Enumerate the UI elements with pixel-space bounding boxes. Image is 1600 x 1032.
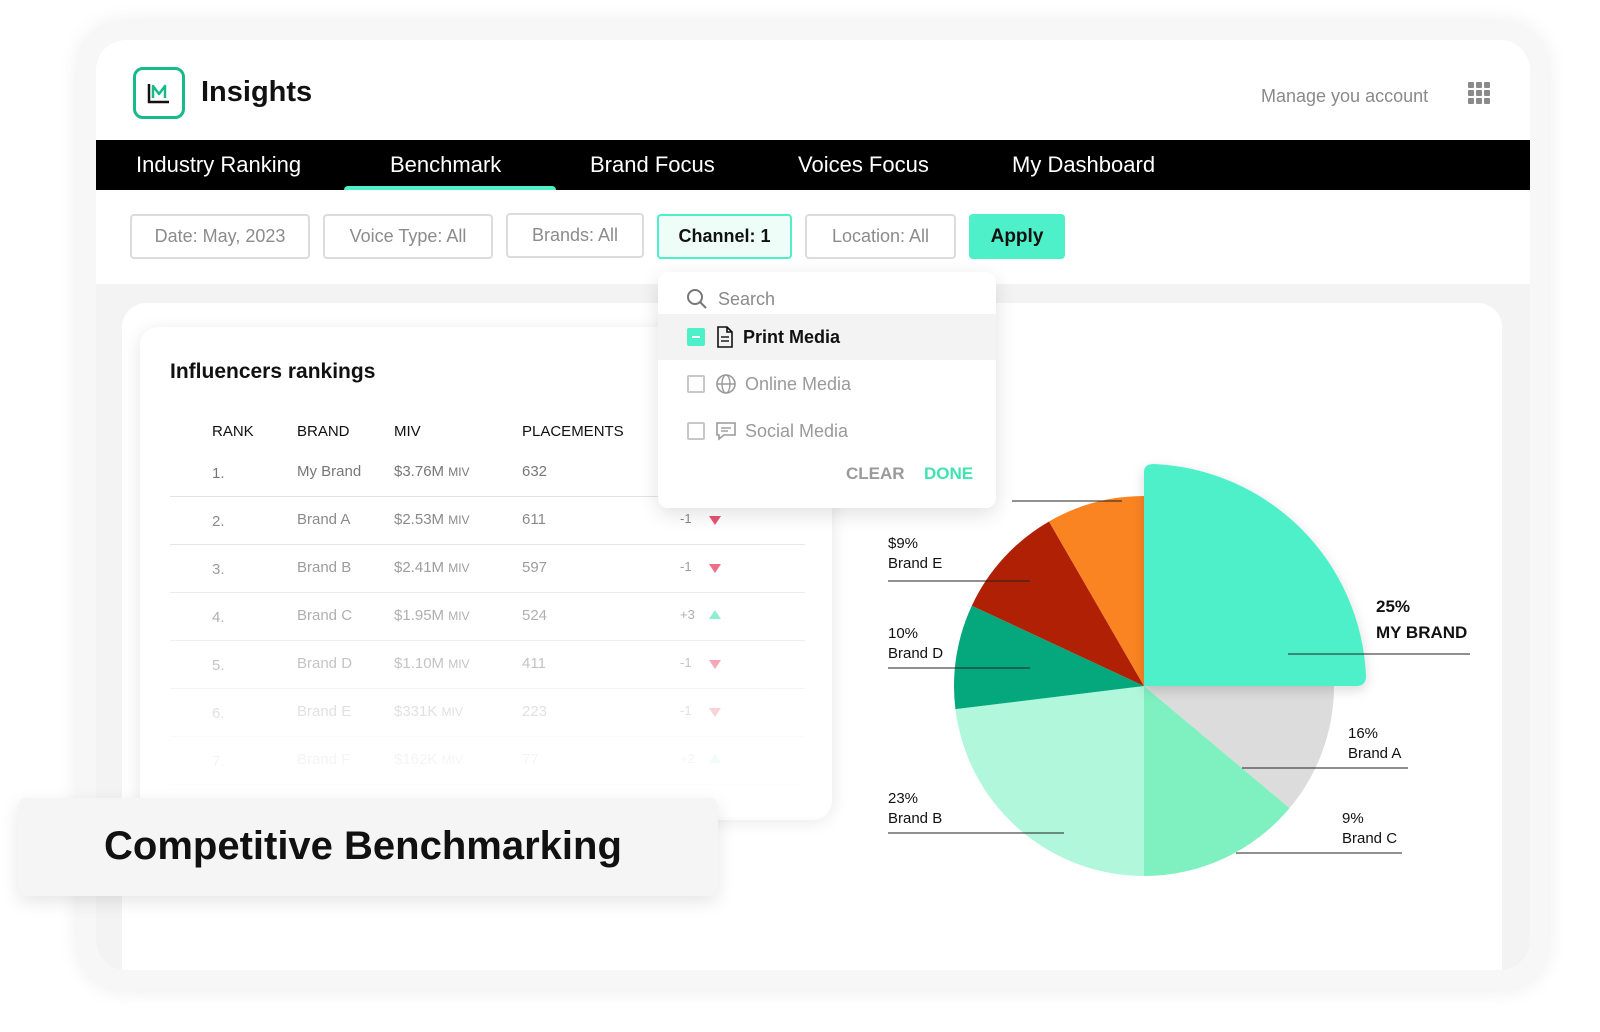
brand-c-name-label: Brand C xyxy=(1342,830,1398,847)
trend-down-icon xyxy=(709,516,721,525)
channel-dropdown: Search Print Media Online Media Social M… xyxy=(658,272,996,508)
logo-icon xyxy=(133,67,185,119)
miv-unit: MIV xyxy=(448,561,470,575)
my-brand-name-label: MY BRAND xyxy=(1376,623,1468,642)
tab-industry-ranking[interactable]: Industry Ranking xyxy=(136,152,302,177)
rankings-title: Influencers rankings xyxy=(170,360,376,383)
cell-brand: Brand A xyxy=(297,511,351,528)
location-filter[interactable]: Location: All xyxy=(805,214,956,259)
cell-miv: $1.95M MIV xyxy=(394,607,470,624)
brand-b-pct-label: 23% xyxy=(888,790,919,807)
main-nav: Industry Ranking Benchmark Brand Focus V… xyxy=(96,140,1530,190)
date-filter[interactable]: Date: May, 2023 xyxy=(130,214,310,259)
cell-miv: $3.76M MIV xyxy=(394,463,470,480)
cell-placements: 597 xyxy=(522,559,548,576)
brand-c-pct-label: 9% xyxy=(1342,810,1364,827)
tab-my-dashboard[interactable]: My Dashboard xyxy=(1012,152,1156,177)
my-brand-pct-label: 25% xyxy=(1376,597,1411,616)
brands-filter[interactable]: Brands: All xyxy=(506,213,644,258)
brand-d-pct-label: 10% xyxy=(888,625,919,642)
col-placements: PLACEMENTS xyxy=(522,423,624,440)
cell-rank: 1. xyxy=(212,465,225,482)
globe-icon xyxy=(715,373,737,395)
slice-brand-e[interactable] xyxy=(971,521,1144,686)
apply-button[interactable]: Apply xyxy=(969,214,1065,259)
social-media-checkbox[interactable] xyxy=(687,422,705,440)
table-row[interactable]: 3. Brand B $2.41M MIV 597 -1 xyxy=(170,545,805,593)
voice-type-filter[interactable]: Voice Type: All xyxy=(323,214,493,259)
table-row[interactable]: 2. Brand A $2.53M MIV 611 -1 xyxy=(170,497,805,545)
option-print-media[interactable]: Print Media xyxy=(658,314,996,360)
top-bar: Insights Manage you account xyxy=(96,40,1530,140)
apps-grid-icon[interactable] xyxy=(1468,82,1490,104)
online-media-label: Online Media xyxy=(745,373,852,394)
cell-change: +3 xyxy=(680,607,695,622)
cell-placements: 524 xyxy=(522,607,548,624)
search-icon xyxy=(687,289,707,309)
brand-b-name-label: Brand B xyxy=(888,810,943,827)
caption-text: Competitive Benchmarking xyxy=(104,824,622,868)
document-icon xyxy=(715,326,735,348)
app-title: Insights xyxy=(201,76,313,108)
trend-up-icon xyxy=(709,610,721,619)
option-online-media[interactable]: Online Media xyxy=(658,361,996,407)
option-social-media[interactable]: Social Media xyxy=(658,408,996,454)
filter-bar: Date: May, 2023 Voice Type: All Brands: … xyxy=(96,190,1530,284)
table-row[interactable]: 1. My Brand $3.76M MIV 632 xyxy=(170,449,805,497)
cell-rank: 2. xyxy=(212,513,225,530)
tab-brand-focus[interactable]: Brand Focus xyxy=(590,152,715,177)
cell-change: -1 xyxy=(680,511,692,526)
search-placeholder: Search xyxy=(718,288,776,309)
cell-change: -1 xyxy=(680,559,692,574)
cell-rank: 3. xyxy=(212,561,225,578)
miv-unit: MIV xyxy=(448,513,470,527)
cell-miv: $2.53M MIV xyxy=(394,511,470,528)
brand-a-name-label: Brand A xyxy=(1348,745,1402,762)
cell-placements: 632 xyxy=(522,463,548,480)
trend-down-icon xyxy=(709,564,721,573)
cell-brand: My Brand xyxy=(297,463,362,480)
slice-brand-d[interactable] xyxy=(954,605,1144,710)
slice-my-brand[interactable] xyxy=(1144,464,1366,686)
tab-benchmark[interactable]: Benchmark xyxy=(390,152,502,177)
cell-miv: $2.41M MIV xyxy=(394,559,470,576)
brand-e-name-label: Brand E xyxy=(888,555,943,572)
col-miv: MIV xyxy=(394,423,421,440)
chat-icon xyxy=(715,420,737,442)
print-media-checkbox[interactable] xyxy=(687,328,705,346)
brand-a-pct-label: 16% xyxy=(1348,725,1379,742)
col-brand: BRAND xyxy=(297,423,350,440)
manage-account-link[interactable]: Manage you account xyxy=(1261,86,1429,106)
channel-filter[interactable]: Channel: 1 xyxy=(657,214,792,259)
slice-brand-c[interactable] xyxy=(1144,686,1290,876)
online-media-checkbox[interactable] xyxy=(687,375,705,393)
cell-rank: 4. xyxy=(212,609,225,626)
print-media-label: Print Media xyxy=(743,326,841,347)
col-rank: RANK xyxy=(212,423,254,440)
tab-voices-focus[interactable]: Voices Focus xyxy=(798,152,929,177)
social-media-label: Social Media xyxy=(745,420,849,441)
miv-unit: MIV xyxy=(448,609,470,623)
slice-brand-b[interactable] xyxy=(955,686,1144,876)
slice-other[interactable] xyxy=(1049,496,1144,686)
done-button[interactable]: DONE xyxy=(924,464,974,483)
clear-button[interactable]: CLEAR xyxy=(846,464,905,483)
brand-e-pct-label: $9% xyxy=(888,535,919,552)
cell-brand: Brand B xyxy=(297,559,352,576)
caption-banner: Competitive Benchmarking xyxy=(18,798,718,896)
cell-brand: Brand C xyxy=(297,607,353,624)
cell-placements: 611 xyxy=(522,511,546,528)
slice-brand-a[interactable] xyxy=(1144,686,1334,809)
miv-unit: MIV xyxy=(448,465,470,479)
table-row[interactable]: 4. Brand C $1.95M MIV 524 +3 xyxy=(170,593,805,641)
brand-d-name-label: Brand D xyxy=(888,645,944,662)
dropdown-search[interactable]: Search xyxy=(686,284,775,314)
